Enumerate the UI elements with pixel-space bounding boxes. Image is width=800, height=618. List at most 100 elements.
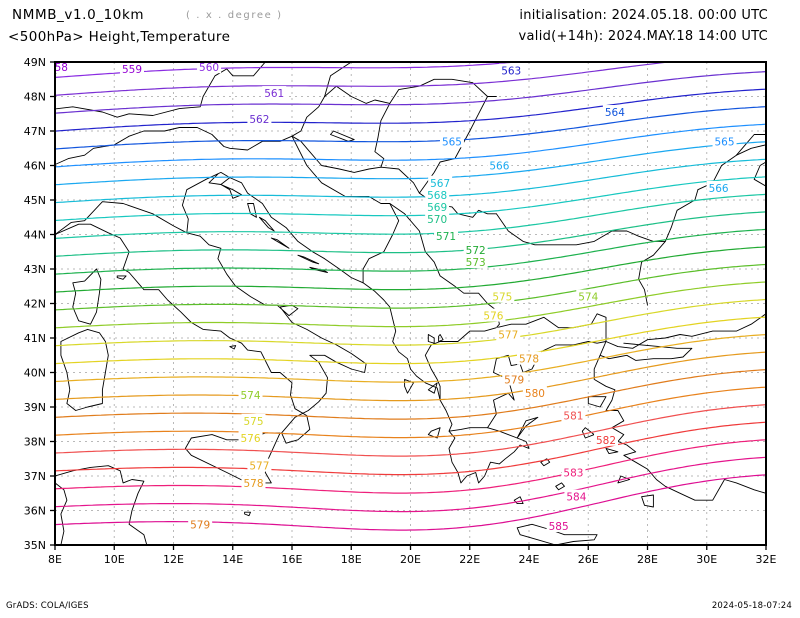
coastlines — [55, 62, 766, 545]
label-backing — [425, 211, 450, 225]
label-backing — [425, 187, 450, 201]
contour-label-560: 560 — [199, 62, 219, 74]
y-axis-labels: 35N 36N 37N 38N 39N 40N 41N 42N 43N 44N 45N 46N 47N 4… — [24, 56, 46, 552]
contour-label-584: 584 — [566, 492, 586, 504]
contour-label-585: 585 — [549, 521, 569, 533]
label-backing — [463, 255, 488, 269]
grads-credit: GrADS: COLA/IGES — [6, 601, 89, 611]
label-backing — [502, 372, 527, 386]
y-tick-label: 35N — [24, 539, 46, 552]
contour-label-577: 577 — [249, 461, 269, 473]
axis-ticks — [50, 61, 767, 550]
x-tick-label: 18E — [341, 553, 362, 566]
contour-line-576 — [55, 316, 766, 365]
y-tick-label: 47N — [24, 125, 46, 138]
x-tick-label: 30E — [696, 553, 717, 566]
contour-line-571 — [55, 228, 766, 275]
label-backing — [546, 519, 571, 533]
y-tick-label: 48N — [24, 91, 46, 104]
contour-line-580 — [55, 386, 766, 439]
y-tick-label: 44N — [24, 229, 46, 242]
contour-line-578 — [55, 351, 766, 402]
x-tick-label: 22E — [459, 553, 480, 566]
label-backing — [561, 408, 586, 422]
contour-line-567 — [55, 158, 766, 204]
contour-line-566 — [55, 141, 766, 186]
contour-label-575: 575 — [243, 416, 263, 428]
contour-label-579: 579 — [504, 374, 524, 386]
contour-label-563: 563 — [501, 66, 521, 78]
label-backing — [463, 243, 488, 257]
label-backing — [428, 175, 453, 189]
contour-line-561 — [55, 62, 675, 96]
label-backing — [517, 351, 541, 365]
label-backing — [496, 327, 521, 341]
label-backing — [238, 431, 263, 445]
label-backing — [576, 289, 601, 303]
contour-label-578: 578 — [519, 354, 539, 366]
contour-label-583: 583 — [563, 468, 583, 480]
contour-label-572: 572 — [466, 245, 486, 257]
label-backing — [487, 158, 512, 172]
contour-label-571: 571 — [436, 231, 456, 243]
label-backing — [434, 229, 459, 243]
contour-line-583 — [55, 439, 766, 494]
contour-line-565 — [55, 123, 766, 168]
x-tick-label: 12E — [163, 553, 184, 566]
label-backing — [594, 432, 619, 446]
y-tick-label: 36N — [24, 505, 46, 518]
y-tick-label: 49N — [24, 56, 46, 69]
valid-time: valid(+14h): 2024.MAY.18 14:00 UTC — [518, 29, 768, 44]
contour-label-568: 568 — [427, 190, 447, 202]
contour-label-558: 558 — [48, 62, 68, 74]
label-backing — [439, 134, 464, 148]
y-tick-label: 37N — [24, 470, 46, 483]
contour-label-573: 573 — [466, 257, 486, 269]
label-backing — [238, 387, 263, 401]
label-backing — [247, 111, 272, 125]
contour-line-577 — [55, 334, 766, 383]
x-axis-labels: 8E 10E 12E 14E 16E 18E 20E 22E 24E 26E 28E 30E 32E — [48, 553, 776, 566]
contour-label-561: 561 — [264, 88, 284, 100]
contour-label-565: 565 — [442, 136, 462, 148]
y-tick-label: 43N — [24, 263, 46, 276]
field-title: <500hPa> Height,Temperature — [8, 29, 231, 45]
contour-label-574: 574 — [241, 390, 261, 402]
height-contours — [55, 62, 766, 531]
contour-label-559: 559 — [122, 64, 142, 76]
contour-line-564 — [55, 106, 766, 150]
y-tick-label: 46N — [24, 160, 46, 173]
x-tick-label: 26E — [578, 553, 599, 566]
label-backing — [564, 489, 589, 503]
contour-label-580: 580 — [525, 388, 545, 400]
contour-label-570: 570 — [427, 214, 447, 226]
label-backing — [602, 105, 627, 119]
label-backing — [241, 475, 266, 489]
generation-timestamp: 2024-05-18-07:24 — [711, 601, 792, 611]
model-title: NMMB_v1.0_10km — [12, 7, 145, 23]
contour-label-566: 566 — [709, 183, 729, 195]
y-tick-label: 45N — [24, 194, 46, 207]
contour-line-570 — [55, 211, 766, 257]
contour-line-560 — [55, 62, 522, 78]
label-backing — [561, 465, 586, 479]
contour-line-575 — [55, 298, 766, 347]
contour-label-569: 569 — [427, 202, 447, 214]
contour-label-575: 575 — [492, 292, 512, 304]
label-backing — [55, 62, 70, 74]
x-tick-label: 24E — [519, 553, 540, 566]
contour-label-579: 579 — [190, 519, 210, 531]
contour-label-577: 577 — [498, 330, 518, 342]
label-backing — [262, 86, 287, 100]
contour-label-562: 562 — [249, 114, 269, 126]
x-tick-label: 28E — [637, 553, 658, 566]
label-backing — [247, 458, 272, 472]
contour-line-572 — [55, 246, 766, 293]
label-backing — [712, 134, 737, 148]
map-plot-area: 558 559 560 561 562 563 564 565 565 566 566 567 568 5… — [24, 56, 777, 566]
contour-line-582 — [55, 421, 766, 476]
y-tick-label: 41N — [24, 332, 46, 345]
label-backing — [188, 517, 213, 531]
initialisation-time: initialisation: 2024.05.18. 00:00 UTC — [519, 8, 768, 23]
